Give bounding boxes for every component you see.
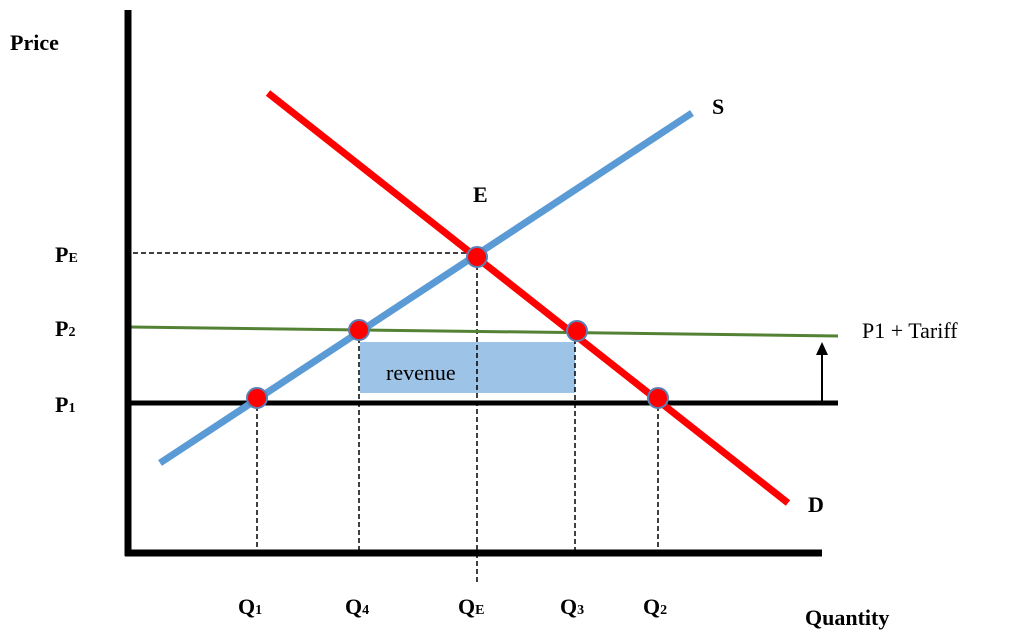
- quantity-label: Q1: [238, 594, 262, 619]
- demand-curve: [265, 90, 791, 506]
- arrow-head: [816, 342, 828, 355]
- supply-curve: [158, 110, 694, 466]
- equilibrium-label: E: [473, 182, 488, 207]
- demand-label: D: [808, 492, 824, 517]
- tariff-label: P1 + Tariff: [862, 318, 958, 343]
- price-label: PE: [55, 242, 78, 267]
- quantity-label: QE: [458, 594, 484, 619]
- revenue-label: revenue: [386, 360, 456, 385]
- x-axis-label: Quantity: [805, 605, 889, 630]
- price-label: P2: [55, 316, 75, 341]
- quantity-label: Q3: [560, 594, 584, 619]
- price-label: P1: [55, 392, 75, 417]
- tariff-line: [129, 325, 839, 338]
- quantity-label: Q4: [345, 594, 369, 619]
- y-axis-label: Price: [10, 30, 59, 55]
- points: [246, 246, 669, 409]
- revenue-area: [360, 342, 575, 393]
- quantity-label: Q2: [643, 594, 667, 619]
- guides: [133, 252, 659, 582]
- supply-label: S: [712, 94, 724, 119]
